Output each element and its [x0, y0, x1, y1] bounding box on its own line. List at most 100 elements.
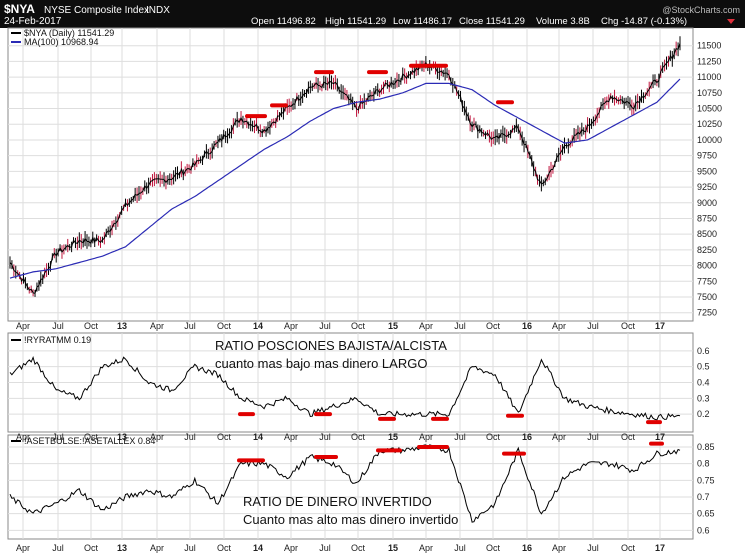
- high-value: High 11541.29: [325, 16, 386, 27]
- date-label: 24-Feb-2017: [4, 16, 62, 27]
- y-tick-label: 0.8: [697, 459, 710, 469]
- money-panel-frame: [7, 434, 694, 540]
- y-tick-label: 8750: [697, 213, 717, 223]
- x-tick-label: 14: [253, 321, 263, 331]
- x-tick-label: Jul: [52, 432, 64, 442]
- x-tick-label: Apr: [419, 543, 433, 553]
- change-value: Chg -14.87 (-0.13%): [601, 16, 687, 27]
- x-tick-label: Apr: [552, 543, 566, 553]
- x-tick-label: Jul: [454, 321, 466, 331]
- down-arrow-icon: [727, 19, 735, 24]
- x-tick-label: Jul: [587, 543, 599, 553]
- y-tick-label: 0.65: [697, 509, 715, 519]
- x-tick-label: 16: [522, 432, 532, 442]
- x-tick-label: Apr: [150, 321, 164, 331]
- y-tick-label: 0.75: [697, 475, 715, 485]
- x-tick-label: Oct: [217, 432, 232, 442]
- open-value: Open 11496.82: [251, 16, 316, 27]
- x-tick-label: Oct: [486, 432, 501, 442]
- money-annotation-sub: Cuanto mas alto mas dinero invertido: [243, 512, 458, 527]
- grid-lines: [8, 28, 693, 539]
- y-tick-label: 7250: [697, 308, 717, 318]
- main-legend: $NYA (Daily) 11541.29: [24, 28, 114, 38]
- x-tick-label: Oct: [217, 321, 232, 331]
- y-axis-ticks: 7250 7500 7750 8000 8250 8500 8750 9000 9250 9500…: [697, 41, 722, 536]
- x-tick-label: 14: [253, 432, 263, 442]
- x-tick-label: Apr: [419, 321, 433, 331]
- x-tick-label: Oct: [351, 432, 366, 442]
- symbol-label: $NYA: [4, 2, 35, 16]
- x-tick-label: Apr: [150, 543, 164, 553]
- x-tick-label: Jul: [52, 321, 64, 331]
- x-tick-label: 15: [388, 543, 398, 553]
- x-tick-label: Apr: [150, 432, 164, 442]
- y-tick-label: 0.5: [697, 362, 710, 372]
- x-tick-label: Apr: [552, 432, 566, 442]
- x-tick-label: Jul: [184, 432, 196, 442]
- series-line--ryratmm-0-19: [9, 356, 681, 421]
- x-tick-label: 13: [117, 543, 127, 553]
- x-tick-label: Apr: [552, 321, 566, 331]
- x-tick-label: Oct: [84, 321, 99, 331]
- x-tick-label: Jul: [587, 321, 599, 331]
- x-tick-label: Jul: [184, 321, 196, 331]
- y-tick-label: 10000: [697, 135, 722, 145]
- index-name: NYSE Composite Index: [44, 5, 149, 16]
- money-legend: !ASETBULSE:!ASETALLEX 0.84: [24, 436, 155, 446]
- x-tick-label: Jul: [319, 321, 331, 331]
- ma-legend: MA(100) 10968.94: [24, 37, 99, 47]
- x-tick-label: Oct: [621, 432, 636, 442]
- x-tick-label: Oct: [351, 321, 366, 331]
- x-tick-label: Oct: [621, 321, 636, 331]
- y-tick-label: 11500: [697, 41, 721, 51]
- y-tick-label: 9750: [697, 151, 717, 161]
- y-tick-label: 0.7: [697, 492, 710, 502]
- x-tick-label: Jul: [52, 543, 64, 553]
- x-tick-label: Jul: [184, 543, 196, 553]
- x-tick-label: 17: [655, 321, 665, 331]
- x-tick-label: 15: [388, 432, 398, 442]
- y-tick-label: 8000: [697, 261, 717, 271]
- x-tick-label: Apr: [284, 321, 298, 331]
- y-tick-label: 9500: [697, 166, 717, 176]
- money-legend-swatch: [11, 440, 21, 442]
- y-tick-label: 0.4: [697, 378, 710, 388]
- x-tick-label: 15: [388, 321, 398, 331]
- x-tick-label: Oct: [84, 432, 99, 442]
- x-tick-label: Oct: [621, 543, 636, 553]
- y-tick-label: 11000: [697, 72, 721, 82]
- close-value: Close 11541.29: [459, 16, 525, 27]
- x-tick-label: 17: [655, 432, 665, 442]
- y-tick-label: 9250: [697, 182, 717, 192]
- y-tick-label: 8500: [697, 229, 717, 239]
- x-tick-label: Apr: [16, 543, 30, 553]
- x-tick-label: Apr: [16, 432, 30, 442]
- low-value: Low 11486.17: [393, 16, 452, 27]
- y-tick-label: 8250: [697, 245, 717, 255]
- ma-line: [9, 78, 681, 279]
- y-tick-label: 0.85: [697, 442, 715, 452]
- y-tick-label: 10500: [697, 104, 722, 114]
- x-tick-label: Apr: [16, 321, 30, 331]
- x-tick-label: Oct: [486, 321, 501, 331]
- series-line--nya-daily-11541-29: [9, 43, 681, 295]
- x-tick-label: Jul: [587, 432, 599, 442]
- x-tick-label: 14: [253, 543, 263, 553]
- series-line--asetbulse-asetallex-0-84: [9, 444, 681, 523]
- x-tick-label: Apr: [284, 432, 298, 442]
- header-bar: [0, 0, 745, 28]
- x-tick-label: Oct: [351, 543, 366, 553]
- y-tick-label: 7500: [697, 292, 717, 302]
- ratio-legend-swatch: [11, 339, 21, 341]
- x-tick-label: Oct: [84, 543, 99, 553]
- ratio-annotation-title: RATIO POSCIONES BAJISTA/ALCISTA: [215, 338, 447, 353]
- x-tick-label: Jul: [319, 432, 331, 442]
- y-tick-label: 9000: [697, 198, 717, 208]
- x-tick-label: Apr: [284, 543, 298, 553]
- chart-marks: [9, 36, 681, 523]
- x-tick-label: Jul: [319, 543, 331, 553]
- main-panel-frame: [7, 27, 694, 322]
- money-annotation-title: RATIO DE DINERO INVERTIDO: [243, 494, 432, 509]
- x-tick-label: 13: [117, 321, 127, 331]
